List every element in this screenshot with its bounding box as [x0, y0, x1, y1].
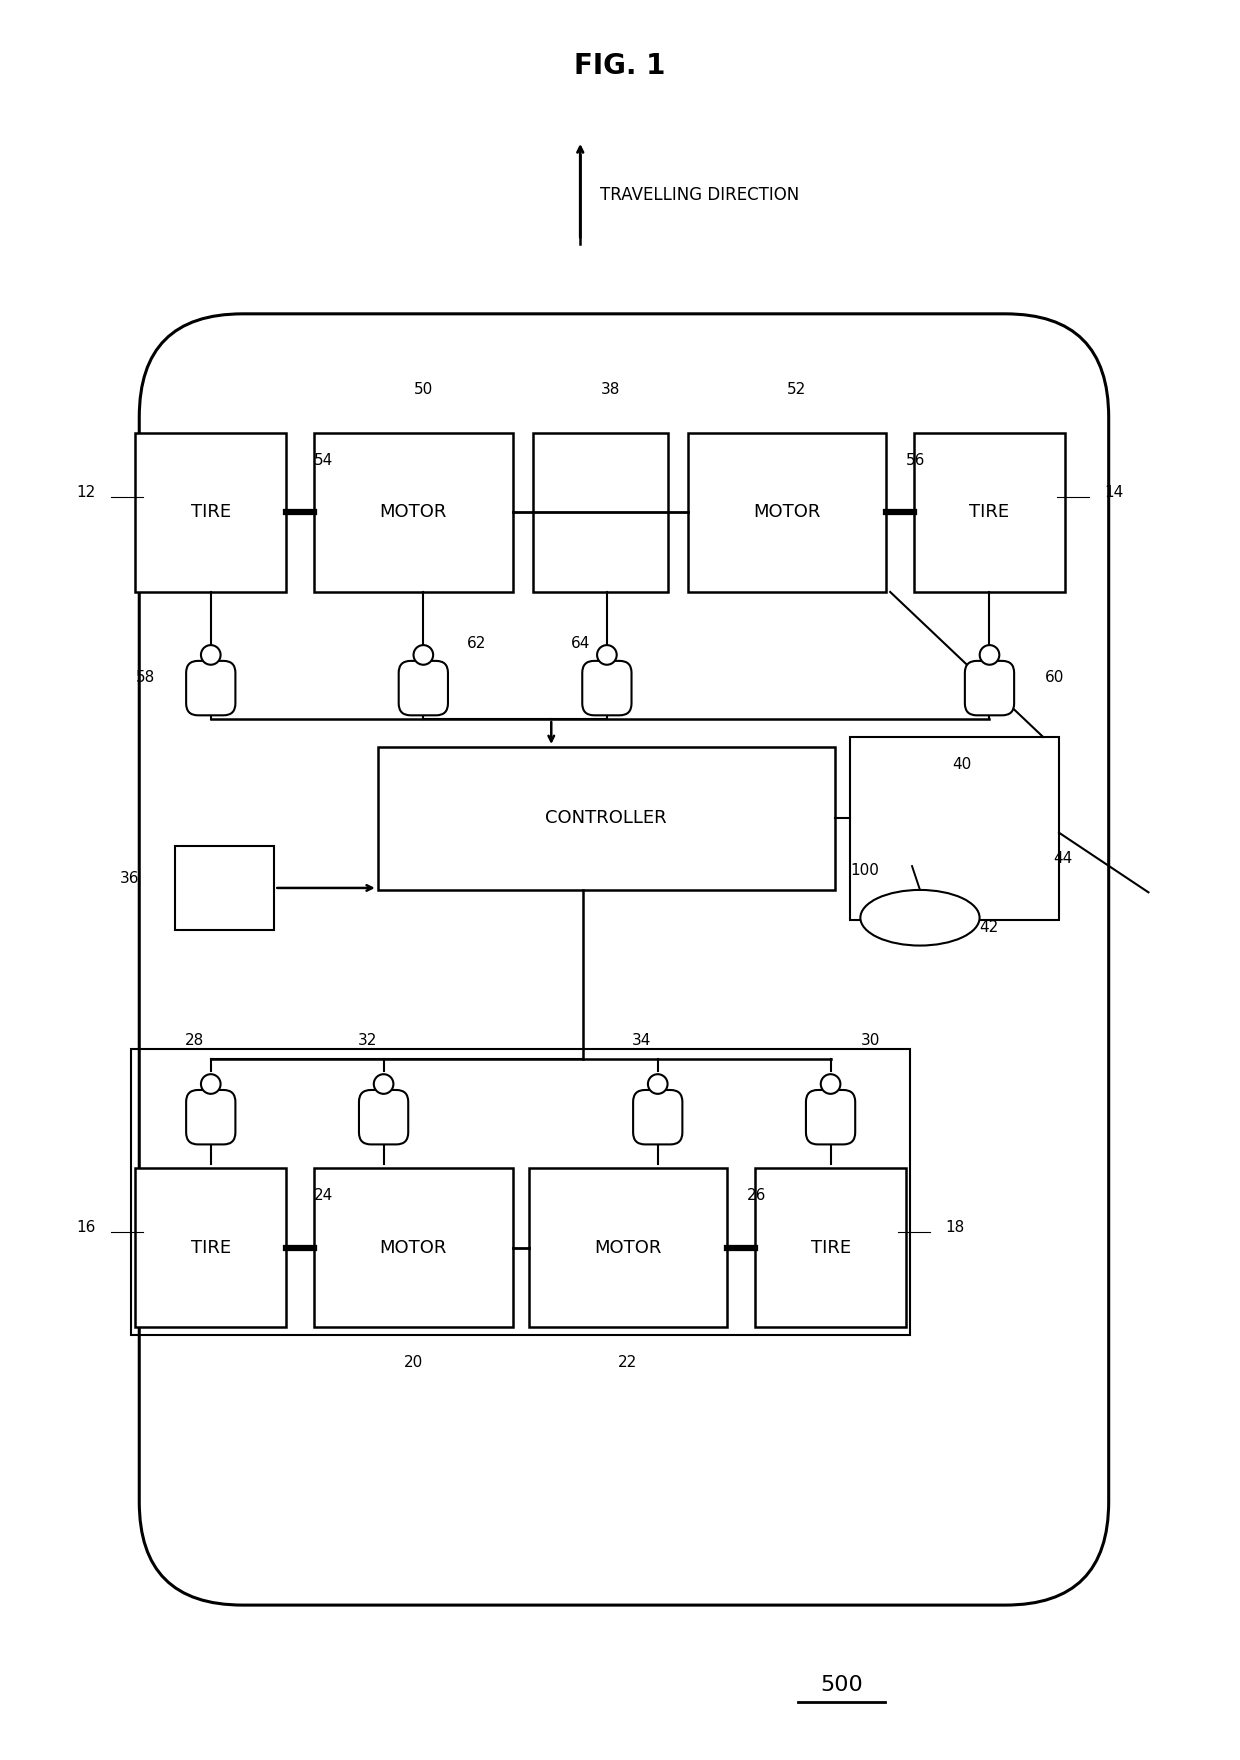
Text: 60: 60 — [1045, 671, 1064, 685]
Bar — [314, 1169, 512, 1327]
Text: 34: 34 — [632, 1033, 651, 1049]
Bar — [528, 1169, 728, 1327]
Circle shape — [821, 1074, 841, 1093]
Text: 22: 22 — [619, 1355, 637, 1371]
FancyBboxPatch shape — [965, 662, 1014, 715]
Text: TRAVELLING DIRECTION: TRAVELLING DIRECTION — [600, 185, 800, 204]
Text: 62: 62 — [467, 635, 486, 651]
Text: 16: 16 — [76, 1220, 95, 1236]
Text: TIRE: TIRE — [970, 503, 1009, 521]
Text: 100: 100 — [851, 862, 879, 878]
FancyBboxPatch shape — [583, 662, 631, 715]
Text: MOTOR: MOTOR — [379, 503, 448, 521]
Text: 12: 12 — [77, 486, 95, 500]
Text: 52: 52 — [787, 382, 806, 396]
Circle shape — [980, 646, 999, 665]
Text: 26: 26 — [748, 1188, 766, 1204]
Circle shape — [201, 646, 221, 665]
Text: 38: 38 — [600, 382, 620, 396]
Text: 14: 14 — [1105, 486, 1123, 500]
Text: 64: 64 — [572, 635, 590, 651]
FancyBboxPatch shape — [634, 1089, 682, 1144]
Circle shape — [201, 1074, 221, 1093]
Bar — [851, 737, 1059, 920]
Text: TIRE: TIRE — [191, 1239, 231, 1257]
Ellipse shape — [861, 891, 980, 945]
Circle shape — [373, 1074, 393, 1093]
Text: 28: 28 — [185, 1033, 205, 1049]
Text: FIG. 1: FIG. 1 — [574, 51, 666, 79]
Text: 24: 24 — [314, 1188, 334, 1204]
Text: 42: 42 — [980, 920, 998, 935]
Text: 54: 54 — [314, 454, 334, 468]
Text: 20: 20 — [404, 1355, 423, 1371]
Bar — [858, 755, 934, 815]
Text: MOTOR: MOTOR — [753, 503, 821, 521]
Bar — [135, 433, 286, 591]
Circle shape — [649, 1074, 667, 1093]
Bar — [378, 746, 835, 891]
Bar — [687, 433, 887, 591]
Bar — [892, 827, 932, 866]
Text: MOTOR: MOTOR — [594, 1239, 662, 1257]
Text: 500: 500 — [821, 1674, 863, 1695]
Text: 58: 58 — [136, 671, 155, 685]
Circle shape — [598, 646, 616, 665]
Text: 50: 50 — [414, 382, 433, 396]
Bar — [533, 433, 667, 591]
Bar — [755, 1169, 906, 1327]
Circle shape — [413, 646, 433, 665]
Text: TIRE: TIRE — [811, 1239, 851, 1257]
Text: TIRE: TIRE — [191, 503, 231, 521]
Text: MOTOR: MOTOR — [379, 1239, 448, 1257]
FancyBboxPatch shape — [399, 662, 448, 715]
FancyBboxPatch shape — [806, 1089, 856, 1144]
FancyBboxPatch shape — [186, 662, 236, 715]
Text: 32: 32 — [358, 1033, 377, 1049]
Bar — [175, 847, 274, 929]
Text: 18: 18 — [946, 1220, 965, 1236]
Bar — [131, 1049, 910, 1334]
Text: 40: 40 — [952, 757, 971, 773]
FancyBboxPatch shape — [186, 1089, 236, 1144]
Text: 44: 44 — [1053, 850, 1073, 866]
Text: 30: 30 — [861, 1033, 880, 1049]
FancyBboxPatch shape — [139, 313, 1109, 1605]
Bar — [135, 1169, 286, 1327]
Bar — [314, 433, 512, 591]
FancyBboxPatch shape — [358, 1089, 408, 1144]
Text: CONTROLLER: CONTROLLER — [546, 810, 667, 827]
Text: 36: 36 — [120, 871, 139, 885]
Bar — [914, 433, 1065, 591]
Text: 56: 56 — [906, 454, 925, 468]
